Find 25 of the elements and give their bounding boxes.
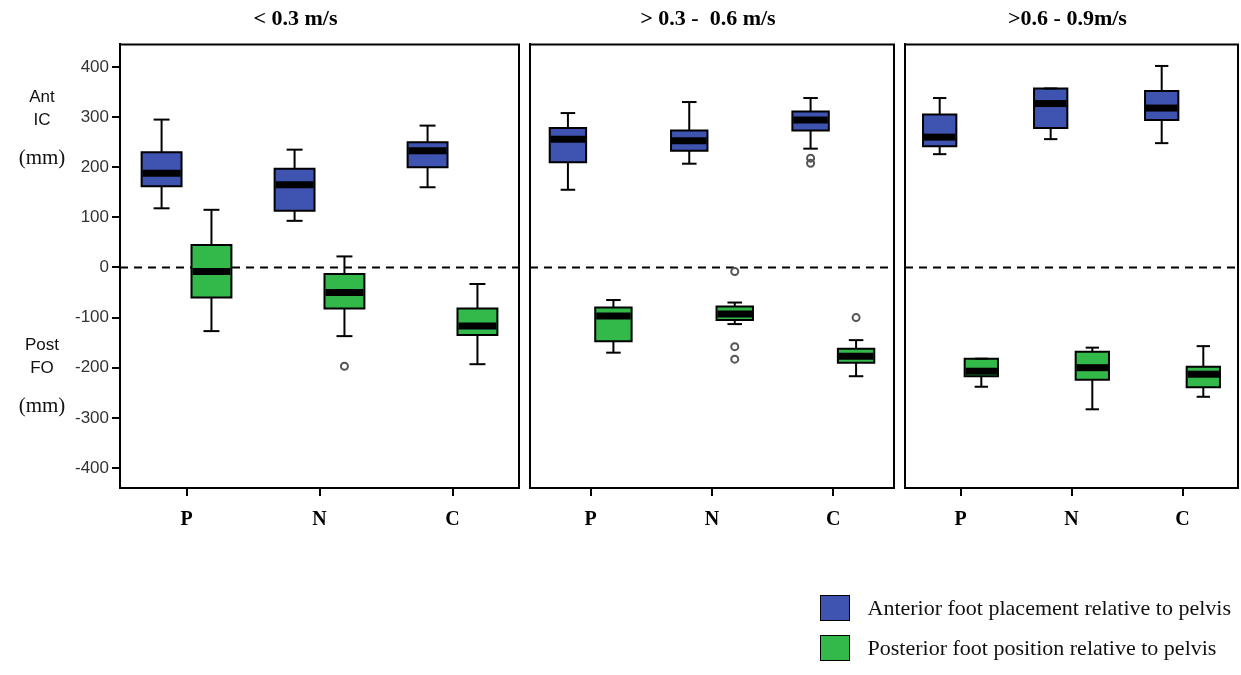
- x-tick-label: C: [445, 507, 460, 530]
- x-tick-label: C: [1175, 507, 1190, 530]
- y-tick-label: -100: [74, 307, 110, 327]
- y-tick-label: 100: [80, 207, 110, 227]
- x-tick-label: N: [1064, 507, 1080, 530]
- chart-title: > 0.3 - 0.6 m/s: [640, 4, 777, 30]
- x-tick-label: P: [180, 507, 193, 530]
- y-tick-label: 300: [80, 106, 110, 126]
- chart-title: < 0.3 m/s: [253, 4, 338, 30]
- x-tick-label: C: [826, 507, 841, 530]
- chart-title: >0.6 - 0.9m/s: [1008, 4, 1128, 30]
- y-tick-label: 0: [99, 257, 110, 277]
- y-tick-label: -200: [74, 357, 110, 377]
- x-tick-label: P: [954, 507, 967, 530]
- x-tick-label: N: [312, 507, 328, 530]
- text: Ant IC (mm): [18, 87, 66, 170]
- y-tick-label: 400: [80, 56, 110, 76]
- y-tick-label: -300: [74, 407, 110, 427]
- x-tick-label: P: [584, 507, 597, 530]
- text: Post FO (mm): [18, 335, 66, 418]
- y-tick-label: 200: [80, 156, 110, 176]
- y-tick-label: -400: [74, 457, 110, 477]
- x-tick-label: N: [704, 507, 720, 530]
- legend-label: Anterior foot placement relative to pelvis: [867, 595, 1231, 621]
- legend-label: Posterior foot position relative to pelvis: [867, 635, 1217, 661]
